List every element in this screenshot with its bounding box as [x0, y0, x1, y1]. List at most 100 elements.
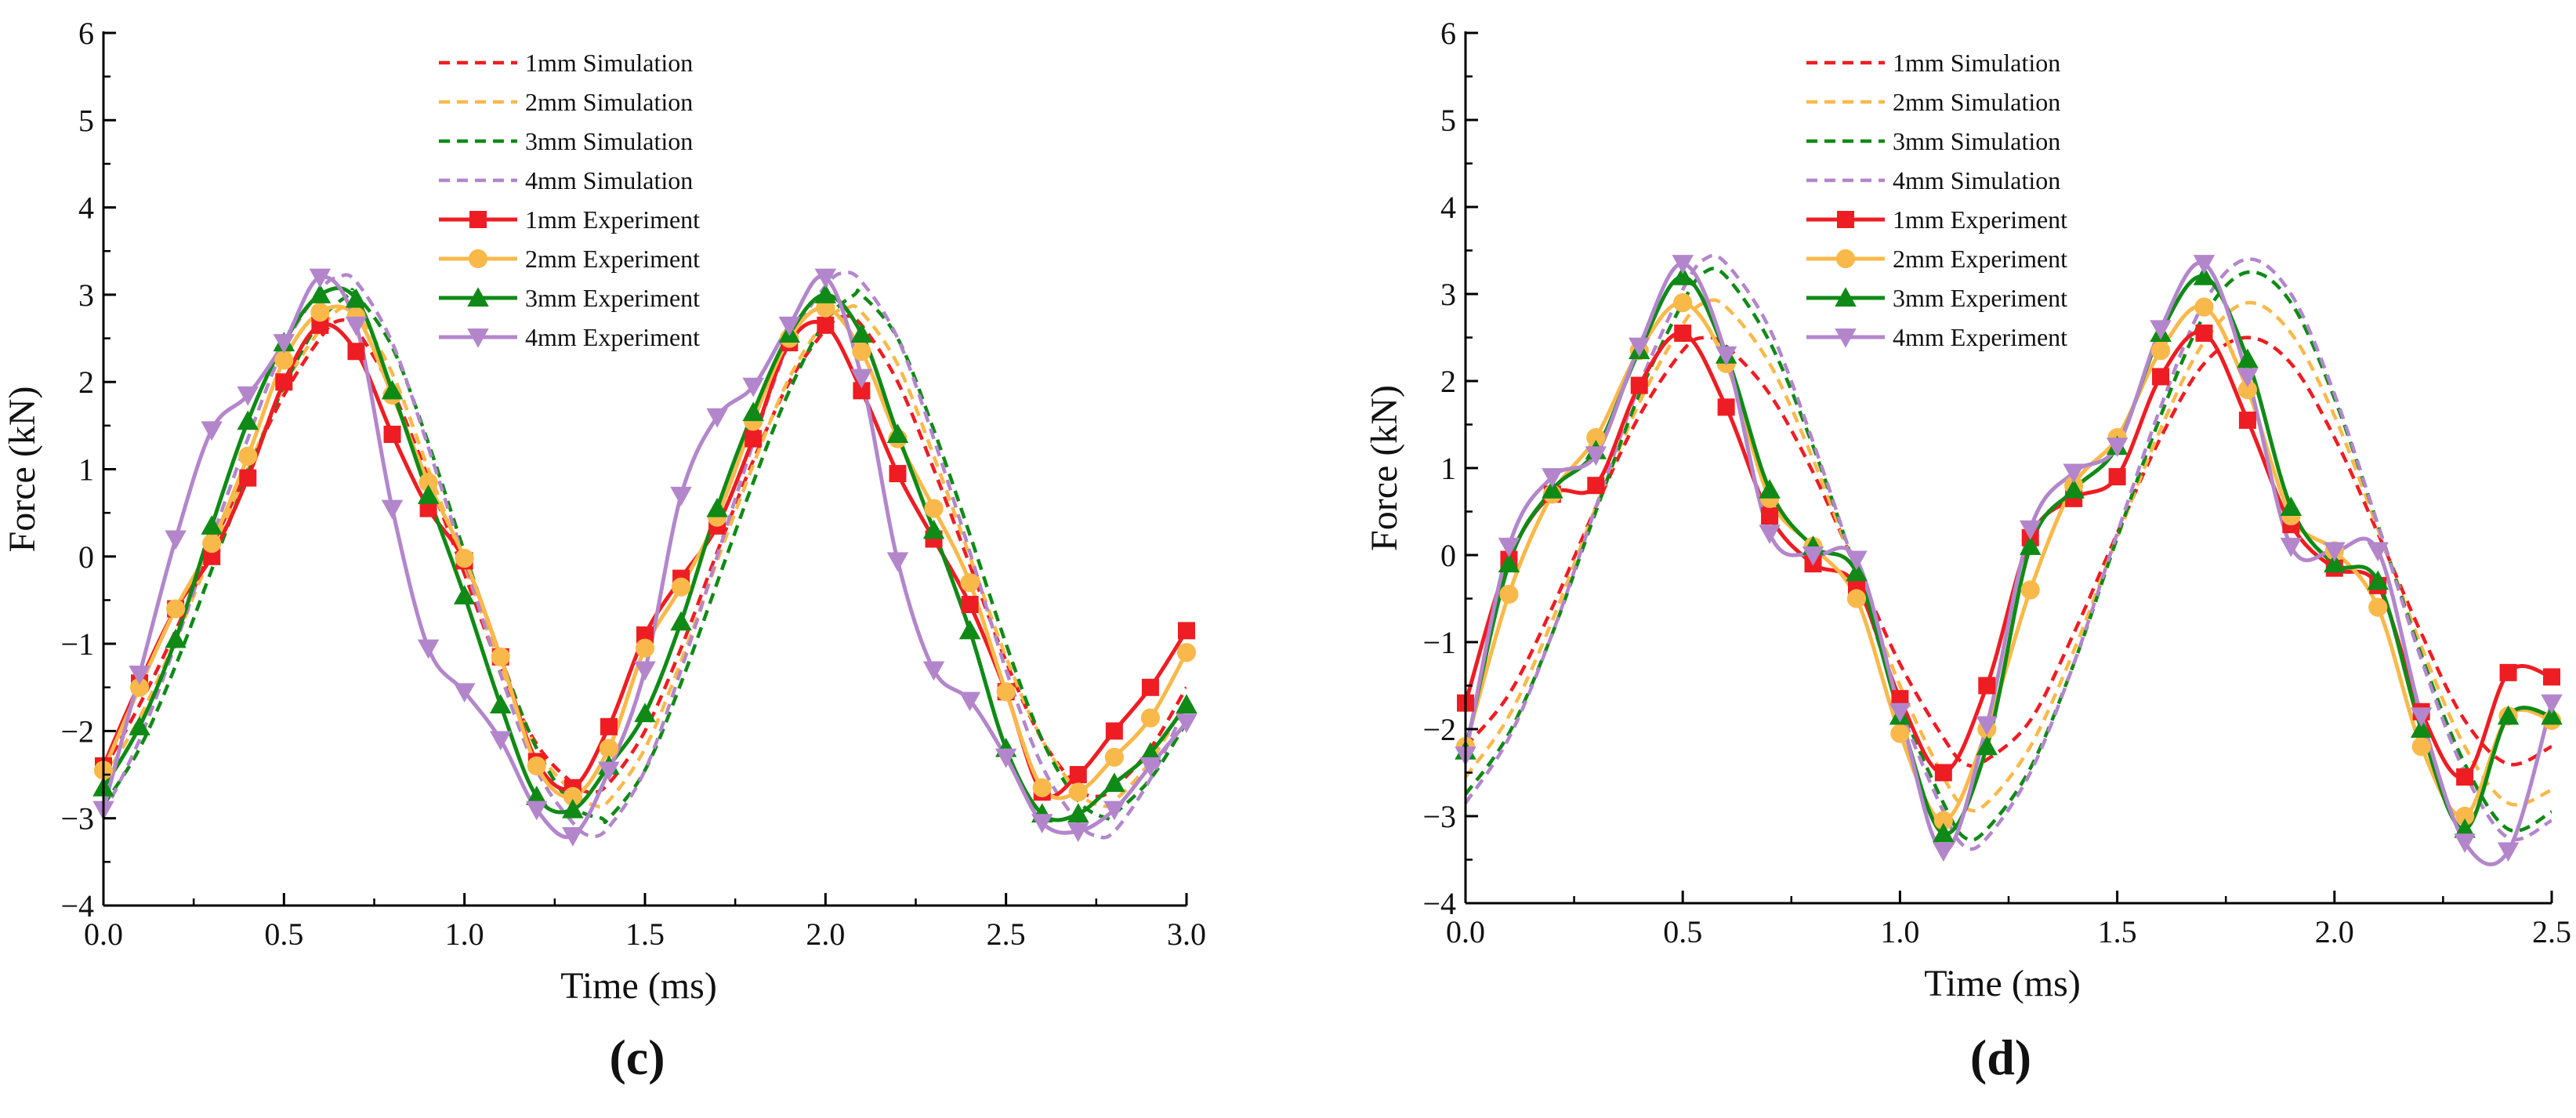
data-point-3mm-experiment — [489, 694, 512, 714]
plot-area — [103, 270, 1187, 840]
data-point-4mm-experiment — [995, 748, 1017, 768]
data-point-3mm-experiment — [165, 628, 187, 648]
data-point-4mm-experiment — [237, 386, 259, 406]
data-point-3mm-experiment — [1498, 553, 1520, 573]
legend-label: 2mm Experiment — [525, 245, 700, 273]
data-point-4mm-experiment — [129, 666, 150, 685]
data-point-1mm-experiment — [853, 382, 871, 400]
data-point-1mm-experiment — [636, 626, 654, 644]
y-tick-label: 3 — [1440, 277, 1456, 312]
data-point-4mm-experiment — [489, 731, 512, 751]
data-point-1mm-experiment — [1891, 690, 1909, 708]
x-tick-label: 1.0 — [445, 917, 484, 952]
data-point-1mm-experiment — [1141, 678, 1159, 696]
data-point-1mm-experiment — [1934, 764, 1952, 782]
data-point-2mm-experiment — [1140, 708, 1161, 728]
data-point-2mm-experiment — [852, 342, 871, 361]
legend-label: 3mm Simulation — [1893, 127, 2060, 155]
data-point-4mm-experiment — [1672, 255, 1694, 274]
data-point-4mm-experiment — [670, 486, 692, 506]
data-point-4mm-experiment — [2280, 537, 2302, 557]
data-point-2mm-experiment — [310, 303, 330, 322]
legend-marker-2mm-experiment — [1835, 249, 1856, 269]
data-point-1mm-experiment — [1069, 766, 1087, 784]
data-point-2mm-experiment — [960, 573, 980, 593]
data-point-4mm-experiment — [1103, 800, 1125, 821]
data-point-1mm-experiment — [1978, 677, 1996, 695]
x-tick-label: 1.0 — [1880, 914, 1919, 949]
data-point-2mm-experiment — [1846, 589, 1867, 608]
data-point-3mm-experiment — [742, 401, 764, 422]
data-point-4mm-experiment — [2106, 437, 2129, 457]
y-tick-label: 1 — [78, 452, 94, 488]
data-point-2mm-experiment — [599, 739, 619, 758]
data-point-4mm-experiment — [814, 268, 837, 289]
data-point-4mm-experiment — [1976, 716, 1998, 736]
y-tick-label: 2 — [1440, 364, 1456, 399]
y-tick-label: 0 — [1440, 538, 1456, 573]
legend-marker-3mm-experiment — [467, 287, 489, 307]
data-point-2mm-experiment — [1890, 724, 1910, 743]
y-tick-label: 2 — [78, 365, 94, 400]
data-point-2mm-experiment — [1104, 747, 1124, 767]
data-point-1mm-experiment — [2195, 324, 2213, 342]
legend-label: 4mm Experiment — [1893, 323, 2067, 351]
legend-marker-1mm-experiment — [1837, 211, 1854, 228]
data-point-2mm-experiment — [202, 534, 222, 554]
data-point-4mm-experiment — [958, 691, 981, 712]
y-tick-label: −3 — [1422, 799, 1456, 834]
data-point-1mm-experiment — [311, 316, 329, 334]
data-point-1mm-experiment — [1717, 398, 1735, 416]
x-tick-label: 0.0 — [1446, 914, 1485, 949]
legend-label: 1mm Simulation — [525, 49, 693, 77]
data-point-1mm-experiment — [1178, 622, 1195, 640]
data-point-4mm-experiment — [1802, 546, 1824, 566]
x-tick-label: 2.5 — [987, 917, 1026, 952]
chart-panel-d: −4 −3 −2 −1 0 1 2 3 4 5 6 0.0 0.5 1.0 1.5 2.0 2.5 Time (m… — [1364, 16, 2571, 1085]
y-tick-label: 3 — [78, 278, 94, 313]
data-point-2mm-experiment — [129, 677, 150, 697]
data-point-4mm-experiment — [1139, 757, 1161, 777]
legend-label: 4mm Simulation — [525, 166, 693, 194]
data-point-2mm-experiment — [1176, 643, 1197, 662]
data-point-1mm-experiment — [2499, 663, 2517, 681]
y-tick-label: 5 — [78, 103, 94, 138]
legend-marker-4mm-experiment — [1835, 329, 1857, 348]
data-point-4mm-experiment — [778, 316, 801, 336]
data-point-2mm-experiment — [274, 350, 294, 370]
data-point-3mm-experiment — [922, 519, 945, 539]
data-point-3mm-experiment — [453, 585, 476, 604]
x-tick-label: 0.5 — [264, 917, 303, 952]
y-axis-title: Force (kN) — [1364, 385, 1405, 551]
data-point-3mm-experiment — [2280, 496, 2302, 516]
y-axis-title: Force (kN) — [2, 387, 43, 553]
data-point-4mm-experiment — [1176, 713, 1197, 734]
data-point-3mm-experiment — [850, 323, 873, 343]
legend-label: 4mm Experiment — [525, 323, 700, 351]
x-tick-label: 0.5 — [1663, 914, 1702, 949]
data-point-3mm-experiment — [1176, 694, 1197, 714]
data-point-3mm-experiment — [2454, 818, 2476, 838]
data-point-3mm-experiment — [2063, 479, 2085, 499]
data-point-2mm-experiment — [1673, 293, 1693, 313]
data-point-3mm-experiment — [309, 284, 332, 303]
y-tick-label: 0 — [78, 539, 94, 575]
data-point-4mm-experiment — [922, 661, 945, 681]
data-point-3mm-experiment — [886, 423, 909, 443]
data-point-1mm-experiment — [419, 499, 437, 517]
data-point-4mm-experiment — [850, 368, 873, 389]
y-tick-label: −3 — [60, 801, 94, 837]
data-point-4mm-experiment — [706, 408, 728, 428]
data-point-1mm-experiment — [600, 717, 618, 735]
data-point-3mm-experiment — [129, 716, 150, 735]
data-point-4mm-experiment — [345, 316, 368, 336]
data-point-3mm-experiment — [2410, 718, 2433, 738]
x-tick-label: 3.0 — [1167, 917, 1206, 952]
data-point-4mm-experiment — [1846, 550, 1868, 571]
data-point-4mm-experiment — [381, 499, 404, 520]
data-point-3mm-experiment — [1976, 735, 1998, 756]
data-point-3mm-experiment — [237, 410, 259, 430]
data-point-4mm-experiment — [2324, 542, 2346, 562]
data-point-2mm-experiment — [527, 756, 546, 776]
